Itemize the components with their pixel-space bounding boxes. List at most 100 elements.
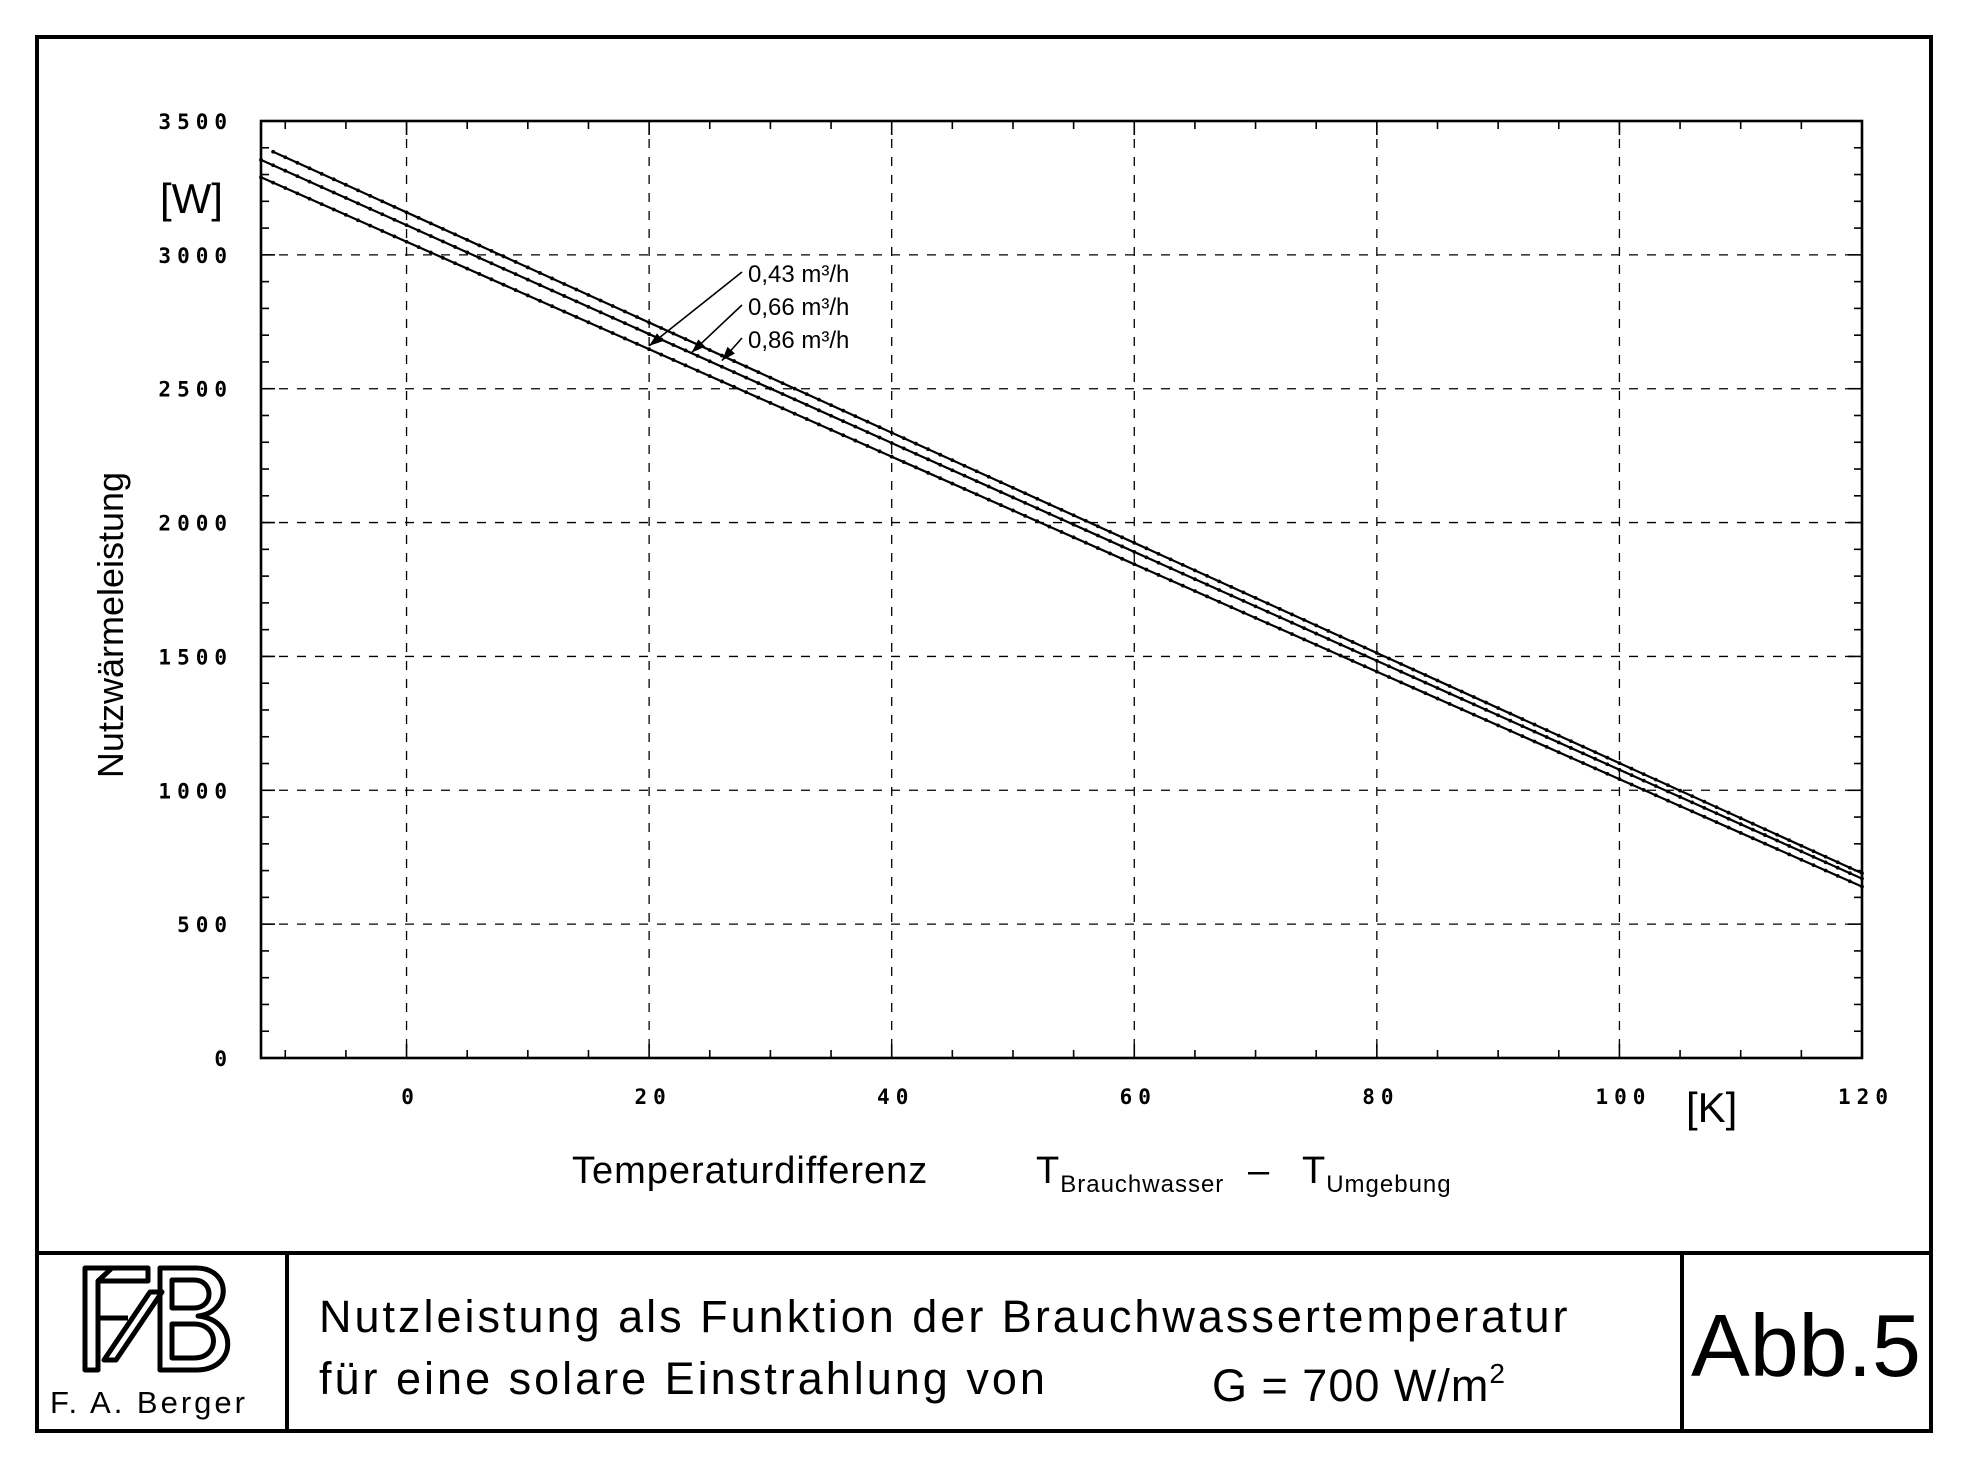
series-point (1411, 685, 1416, 690)
series-point (1496, 713, 1501, 718)
series-point (853, 438, 858, 443)
series-point (647, 320, 652, 325)
series-point (1350, 648, 1355, 652)
series-2 (259, 175, 1864, 889)
fab-monogram-logo (82, 1265, 231, 1373)
series-point (1690, 794, 1695, 799)
series-point (1763, 833, 1767, 837)
series-point (901, 460, 906, 464)
series-point (1750, 821, 1755, 826)
series-point (671, 358, 676, 362)
series-point (1666, 783, 1670, 788)
series-point (380, 212, 385, 217)
series-point (283, 168, 288, 173)
series-point (550, 276, 554, 281)
series-point (307, 179, 312, 184)
series-point (1847, 871, 1852, 876)
series-point (926, 470, 930, 475)
series-point (1120, 556, 1125, 561)
series-point (1253, 595, 1258, 600)
series-point (1023, 500, 1028, 505)
series-point (1799, 843, 1804, 848)
x-axis-label-main: Temperaturdifferenz (572, 1150, 928, 1192)
series-point (1605, 755, 1610, 760)
series-point (586, 304, 591, 309)
series-point (1423, 680, 1428, 685)
series-point (1108, 551, 1112, 556)
series-point (1605, 762, 1610, 767)
series-point (1605, 771, 1610, 776)
annotation-text: 0,86 m³/h (748, 327, 849, 354)
series-point (1120, 544, 1125, 549)
annotation-text: 0,66 m³/h (748, 294, 849, 321)
series-point (817, 408, 821, 413)
series-point (1459, 707, 1464, 712)
series-annotations: 0,43 m³/h 0,66 m³/h 0,86 m³/h (648, 261, 849, 362)
series-point (477, 272, 482, 276)
series-point (1350, 640, 1355, 644)
series-point (295, 174, 300, 179)
series-point (938, 452, 943, 457)
series-point (1823, 860, 1828, 865)
series-point (1811, 854, 1816, 859)
series-point (829, 427, 833, 432)
series-point (744, 375, 749, 380)
series-point (1387, 656, 1391, 661)
series-point (1059, 507, 1064, 512)
series-point (1496, 706, 1501, 710)
series-point (853, 414, 858, 419)
series-annotation-0: 0,43 m³/h (648, 261, 849, 347)
series-point (477, 255, 482, 260)
series-point (1690, 809, 1695, 814)
series-point (1787, 844, 1792, 848)
series-point (598, 298, 603, 303)
series-point (538, 298, 542, 303)
series-point (598, 310, 603, 315)
series-point (525, 277, 530, 282)
series-point (1544, 728, 1549, 732)
series-point (1544, 745, 1549, 749)
series-point (1023, 513, 1028, 518)
series-point (416, 228, 421, 233)
series-point (1047, 502, 1052, 507)
series-point (756, 370, 761, 374)
series-point (1083, 540, 1088, 545)
series-point (998, 480, 1003, 485)
series-point (610, 315, 615, 320)
series-point (586, 293, 591, 297)
caption-line-2: für eine solare Einstrahlung von (319, 1353, 1048, 1404)
series-point (1520, 717, 1525, 721)
series-point (1702, 799, 1707, 804)
x-axis-label: Temperaturdifferenz TBrauchwasser – TUmg… (572, 1150, 1452, 1201)
series-point (1787, 838, 1792, 843)
series-point (1132, 540, 1137, 545)
series-point (295, 191, 300, 196)
series-point (1581, 751, 1585, 756)
y-tick-label: 2500 (158, 378, 233, 402)
series-point (1775, 832, 1779, 837)
series-point (1702, 814, 1707, 819)
series-point (331, 177, 336, 182)
series-point (1302, 618, 1306, 622)
series-point (635, 315, 639, 319)
series-point (1629, 773, 1634, 778)
series-point (1835, 874, 1840, 878)
series-point (344, 182, 348, 187)
series-point (1617, 777, 1622, 782)
series-point (1508, 711, 1513, 716)
series-point (1362, 645, 1367, 650)
series-point (841, 419, 846, 424)
annotation-leader (648, 271, 743, 347)
series-point (1447, 702, 1452, 706)
series-point (1544, 735, 1549, 739)
series-point (950, 458, 955, 463)
series-point (1132, 562, 1137, 567)
y-tick-labels: 0 500 1000 1500 2000 2500 3000 3500 (158, 110, 233, 1071)
series-point (1666, 789, 1670, 794)
series-point (792, 386, 797, 391)
x-tick-label: 120 (1838, 1085, 1894, 1109)
series-point (1556, 740, 1561, 745)
series-point (1702, 805, 1707, 810)
series-point (1156, 560, 1161, 565)
series-point (719, 353, 724, 358)
